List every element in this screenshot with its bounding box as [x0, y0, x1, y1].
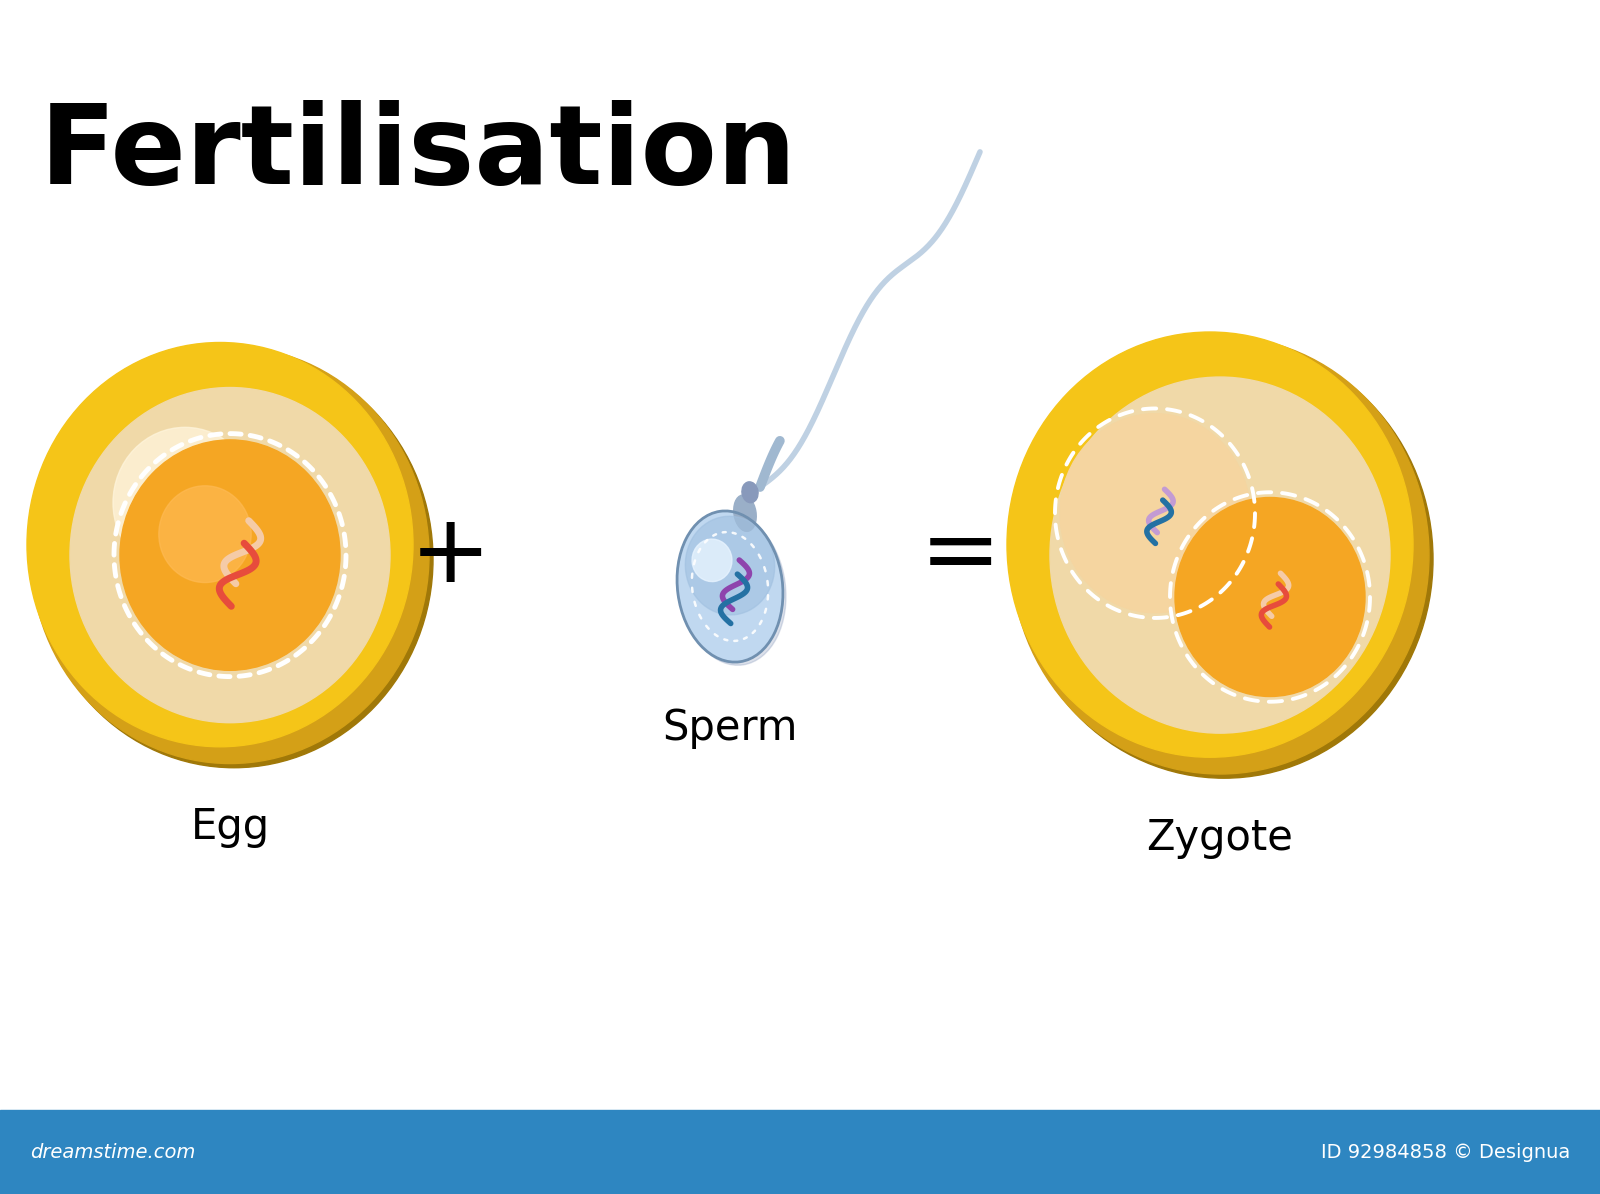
- Text: Fertilisation: Fertilisation: [40, 99, 797, 207]
- Ellipse shape: [685, 516, 774, 615]
- Circle shape: [35, 351, 434, 768]
- Text: +: +: [410, 509, 491, 602]
- Ellipse shape: [693, 538, 731, 581]
- Bar: [0, 1110, 1600, 1194]
- Ellipse shape: [734, 496, 757, 531]
- Circle shape: [158, 486, 251, 583]
- Circle shape: [27, 343, 413, 746]
- Circle shape: [1059, 413, 1250, 613]
- Text: ID 92984858 © Designua: ID 92984858 © Designua: [1320, 1143, 1570, 1162]
- Text: =: =: [920, 509, 1000, 602]
- Circle shape: [1174, 498, 1365, 696]
- Ellipse shape: [680, 515, 786, 665]
- Circle shape: [1102, 431, 1238, 574]
- Text: Egg: Egg: [190, 806, 269, 849]
- Circle shape: [70, 388, 390, 722]
- Circle shape: [30, 346, 429, 763]
- Circle shape: [114, 427, 258, 578]
- Text: Sperm: Sperm: [662, 707, 798, 749]
- Circle shape: [1050, 377, 1390, 733]
- Circle shape: [1006, 332, 1413, 757]
- Circle shape: [1014, 340, 1434, 778]
- Text: Zygote: Zygote: [1147, 817, 1293, 858]
- Ellipse shape: [677, 511, 782, 663]
- Circle shape: [120, 439, 339, 670]
- Circle shape: [1011, 337, 1429, 774]
- Text: dreamstime.com: dreamstime.com: [30, 1143, 195, 1162]
- Ellipse shape: [742, 482, 758, 503]
